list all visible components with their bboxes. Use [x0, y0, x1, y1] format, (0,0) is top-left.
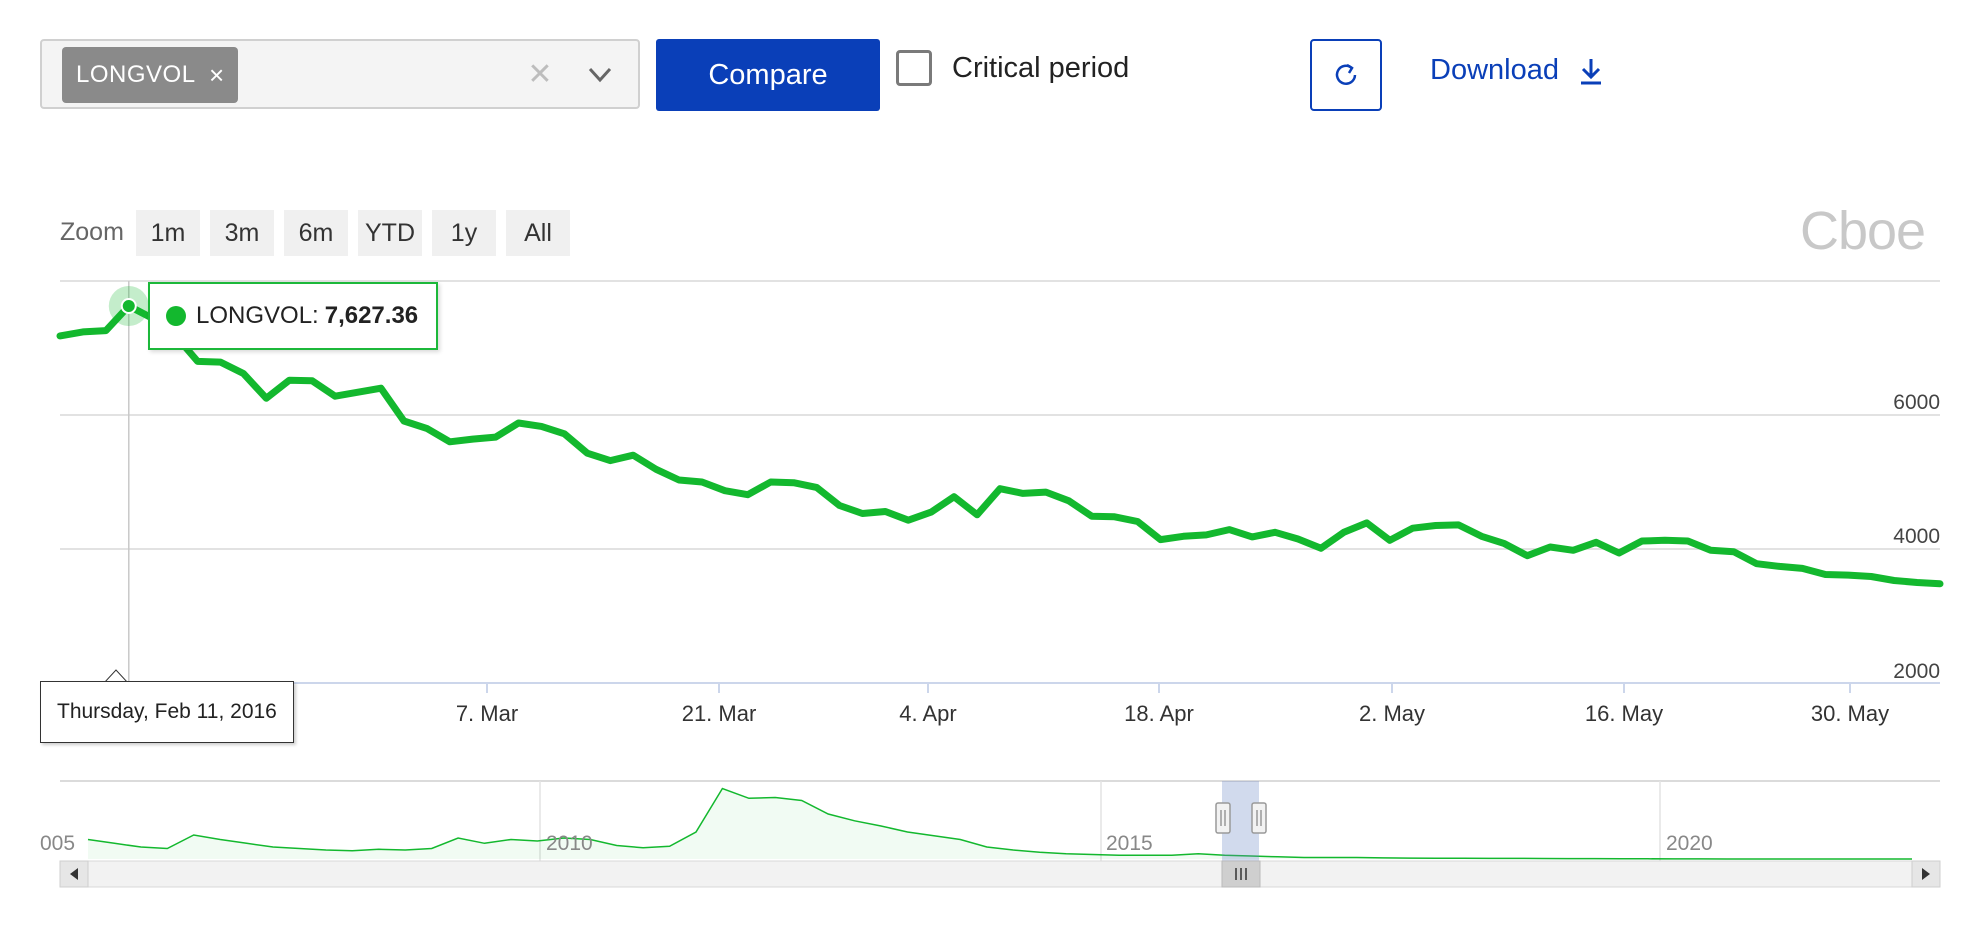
navigator-year-label: 2015 [1106, 832, 1153, 855]
y-tick-label: 4000 [1893, 525, 1940, 548]
clear-icon[interactable]: ✕ [527, 58, 553, 91]
zoom-label: Zoom [60, 218, 124, 246]
compare-button[interactable]: Compare [656, 39, 880, 111]
tooltip-series-name: LONGVOL: [196, 302, 319, 329]
zoom-1y-button[interactable]: 1y [432, 210, 496, 256]
x-tick-label: 18. Apr [1124, 701, 1194, 726]
scrollbar-right-button[interactable] [1911, 860, 1941, 888]
navigator-line [87, 787, 1912, 860]
zoom-all-button[interactable]: All [506, 210, 570, 256]
series-tooltip: LONGVOL: 7,627.36 [148, 282, 439, 350]
download-icon [1580, 58, 1601, 84]
cboe-logo: Cboe [1800, 201, 1926, 261]
x-tick-label: 7. Mar [456, 701, 518, 726]
navigator-handle[interactable] [1215, 802, 1231, 834]
zoom-1m-button[interactable]: 1m [136, 210, 200, 256]
x-tick-label: 16. May [1585, 701, 1663, 726]
navigator-handle[interactable] [1251, 802, 1267, 834]
tooltip-value: 7,627.36 [324, 302, 419, 329]
scrollbar-track[interactable] [59, 860, 1941, 888]
date-tooltip: Thursday, Feb 11, 2016 [40, 681, 294, 743]
y-tick-label: 2000 [1893, 660, 1940, 683]
highlight-point [120, 297, 137, 314]
series-selector[interactable]: LONGVOL × ✕ [40, 39, 640, 109]
x-tick-label: 30. May [1811, 701, 1889, 726]
series-line [56, 302, 1944, 588]
critical-period-toggle[interactable]: Critical period [896, 50, 1129, 86]
navigator-year-label: 2010 [546, 832, 593, 855]
series-chip: LONGVOL × [62, 47, 238, 103]
scroll-left-icon [70, 868, 78, 880]
refresh-icon [1335, 63, 1357, 85]
download-label: Download [1430, 54, 1559, 86]
zoom-ytd-button[interactable]: YTD [358, 210, 422, 256]
critical-period-checkbox[interactable] [896, 50, 932, 86]
y-tick-label: 6000 [1893, 391, 1940, 414]
series-chip-label: LONGVOL [76, 61, 196, 88]
download-link[interactable]: Download [1430, 54, 1605, 87]
scroll-right-icon [1922, 868, 1930, 880]
zoom-6m-button[interactable]: 6m [284, 210, 348, 256]
critical-period-label: Critical period [952, 51, 1130, 84]
x-tick-label: 2. May [1359, 701, 1425, 726]
navigator-year-label: 2020 [1666, 832, 1713, 855]
x-tick-label: 21. Mar [682, 701, 757, 726]
series-dot-icon [166, 306, 186, 326]
navigator-year-label: 005 [40, 832, 75, 855]
chevron-down-icon[interactable] [580, 55, 620, 95]
navigator-area [88, 788, 1912, 859]
chip-remove-icon[interactable]: × [208, 60, 225, 90]
refresh-button[interactable] [1310, 39, 1382, 111]
scrollbar-left-button[interactable] [59, 860, 89, 888]
x-tick-label: 4. Apr [899, 701, 956, 726]
zoom-3m-button[interactable]: 3m [210, 210, 274, 256]
